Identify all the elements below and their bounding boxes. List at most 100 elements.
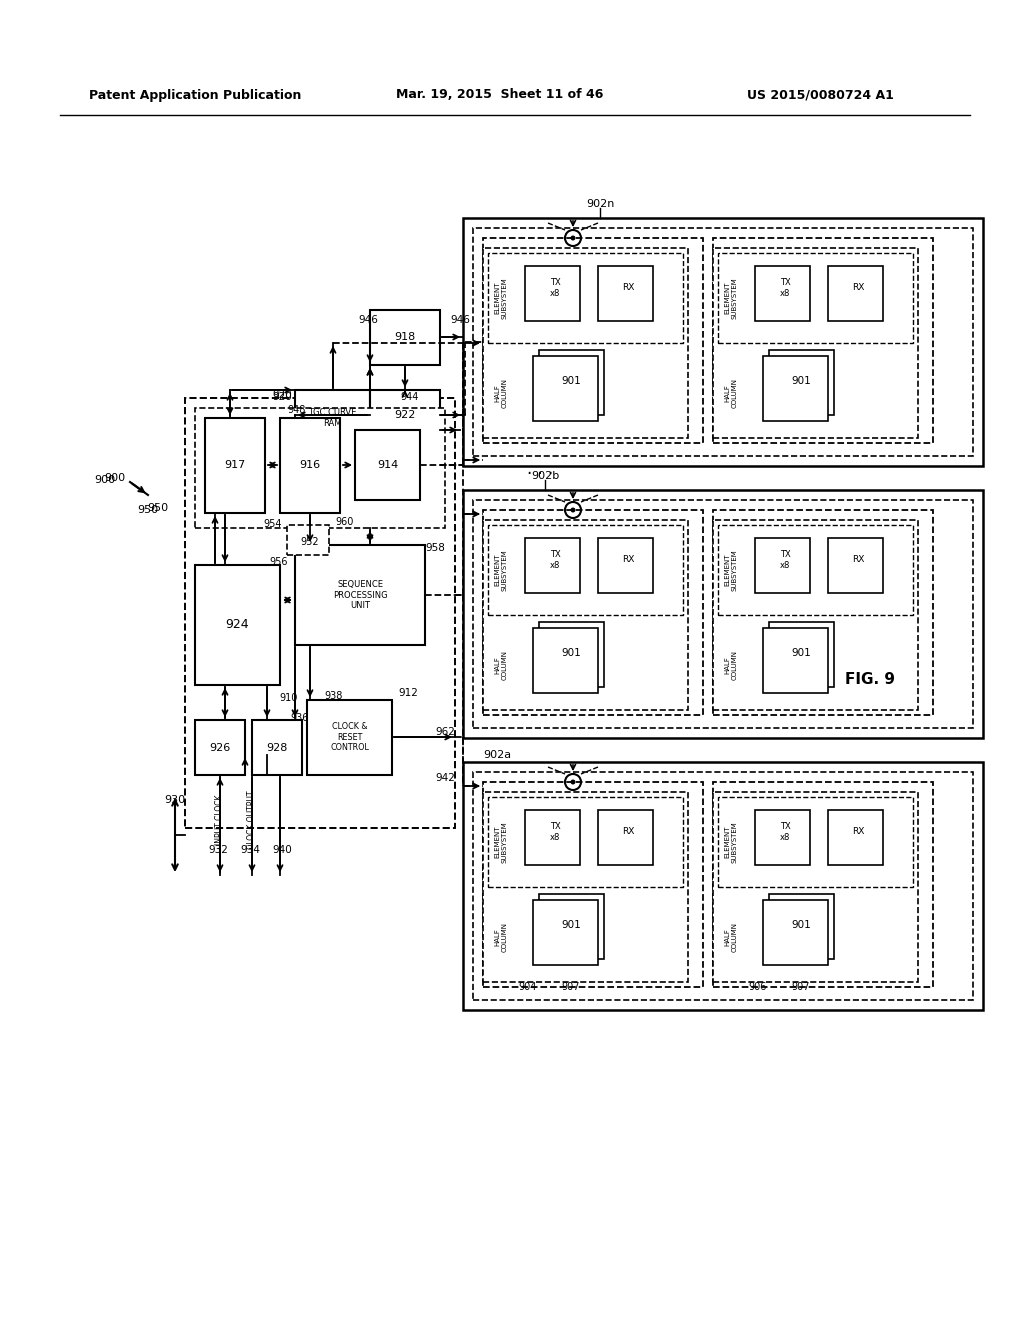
Bar	[483, 781, 703, 987]
Bar	[473, 500, 973, 729]
Text: 926: 926	[209, 743, 230, 752]
Bar	[769, 622, 834, 686]
Circle shape	[570, 507, 575, 512]
Text: ELEMENT
SUBSYSTEM: ELEMENT SUBSYSTEM	[725, 277, 737, 319]
Text: FIG. 9: FIG. 9	[845, 672, 895, 688]
Bar	[713, 781, 933, 987]
Text: 902a: 902a	[483, 750, 511, 760]
Text: RX: RX	[852, 556, 864, 565]
Bar	[530, 533, 585, 587]
Bar	[525, 539, 580, 593]
Bar	[603, 533, 658, 587]
Bar	[370, 310, 440, 366]
Bar	[483, 238, 703, 444]
Text: RX: RX	[852, 284, 864, 293]
Text: RX: RX	[852, 828, 864, 837]
Text: 960: 960	[335, 517, 353, 527]
Text: 916: 916	[299, 459, 321, 470]
Circle shape	[570, 780, 575, 784]
Text: 920: 920	[272, 389, 292, 400]
Bar	[473, 228, 973, 455]
Bar	[718, 797, 913, 887]
Text: 907: 907	[562, 982, 581, 993]
Text: 901: 901	[561, 648, 581, 657]
Text: TX
x8: TX x8	[779, 279, 791, 298]
Bar	[539, 622, 604, 686]
Bar	[488, 797, 683, 887]
Text: TX
x8: TX x8	[550, 822, 560, 842]
Bar	[833, 261, 888, 315]
Bar	[828, 539, 883, 593]
Text: 906: 906	[749, 982, 767, 993]
Text: Mar. 19, 2015  Sheet 11 of 46: Mar. 19, 2015 Sheet 11 of 46	[396, 88, 604, 102]
Text: TX
x8: TX x8	[779, 550, 791, 570]
Bar	[760, 261, 815, 315]
Text: RX: RX	[622, 284, 634, 293]
Bar	[755, 267, 810, 321]
Bar	[295, 389, 370, 445]
Text: 924: 924	[225, 619, 249, 631]
Text: ELEMENT
SUBSYSTEM: ELEMENT SUBSYSTEM	[495, 277, 508, 319]
Text: 901: 901	[561, 376, 581, 385]
Text: 940: 940	[272, 845, 292, 855]
Text: 958: 958	[425, 543, 445, 553]
Bar	[769, 350, 834, 414]
Text: ELEMENT
SUBSYSTEM: ELEMENT SUBSYSTEM	[495, 549, 508, 591]
Text: 928: 928	[266, 743, 288, 752]
Text: RX: RX	[622, 828, 634, 837]
Bar	[763, 356, 828, 421]
Text: 901: 901	[792, 920, 811, 931]
Circle shape	[570, 235, 575, 240]
Text: 952: 952	[300, 537, 318, 546]
Bar	[760, 533, 815, 587]
Text: 932: 932	[208, 845, 228, 855]
Bar	[539, 350, 604, 414]
Bar	[713, 510, 933, 715]
Bar	[598, 267, 653, 321]
Text: HALF
COLUMN: HALF COLUMN	[725, 921, 737, 952]
Bar	[763, 900, 828, 965]
Text: ELEMENT
SUBSYSTEM: ELEMENT SUBSYSTEM	[725, 549, 737, 591]
Bar	[483, 248, 688, 438]
Bar	[195, 565, 280, 685]
Text: HALF
COLUMN: HALF COLUMN	[495, 378, 508, 408]
Bar	[483, 520, 688, 710]
Text: 948: 948	[287, 405, 305, 414]
Text: SEQUENCE
PROCESSING
UNIT: SEQUENCE PROCESSING UNIT	[333, 579, 387, 610]
Text: 938: 938	[325, 690, 343, 701]
Bar	[525, 810, 580, 865]
Text: ELEMENT
SUBSYSTEM: ELEMENT SUBSYSTEM	[495, 821, 508, 863]
Bar	[713, 520, 918, 710]
Bar	[718, 253, 913, 343]
Text: 954: 954	[263, 519, 282, 529]
Text: Patent Application Publication: Patent Application Publication	[89, 88, 301, 102]
Bar	[718, 525, 913, 615]
Bar	[205, 418, 265, 513]
Bar	[713, 238, 933, 444]
Text: 912: 912	[398, 688, 418, 698]
Bar	[530, 261, 585, 315]
Bar	[525, 267, 580, 321]
Bar	[755, 810, 810, 865]
Text: CLOCK &
RESET
CONTROL: CLOCK & RESET CONTROL	[331, 722, 370, 752]
Bar	[755, 539, 810, 593]
Text: 907: 907	[792, 982, 810, 993]
Text: TX
x8: TX x8	[550, 279, 560, 298]
Text: CLOCK OUTPUT: CLOCK OUTPUT	[248, 791, 256, 849]
Text: 900: 900	[104, 473, 126, 483]
Bar	[833, 805, 888, 861]
Text: 930: 930	[164, 795, 185, 805]
Bar	[483, 510, 703, 715]
Bar	[473, 772, 973, 1001]
Text: 901: 901	[792, 648, 811, 657]
Text: 917: 917	[224, 459, 246, 470]
Text: 936: 936	[290, 713, 308, 723]
Bar	[483, 792, 688, 982]
Bar	[252, 719, 302, 775]
Text: US 2015/0080724 A1: US 2015/0080724 A1	[746, 88, 893, 102]
Bar	[287, 525, 329, 554]
Text: 910: 910	[280, 693, 298, 704]
Text: 904: 904	[519, 982, 538, 993]
Bar	[763, 628, 828, 693]
Bar	[828, 810, 883, 865]
